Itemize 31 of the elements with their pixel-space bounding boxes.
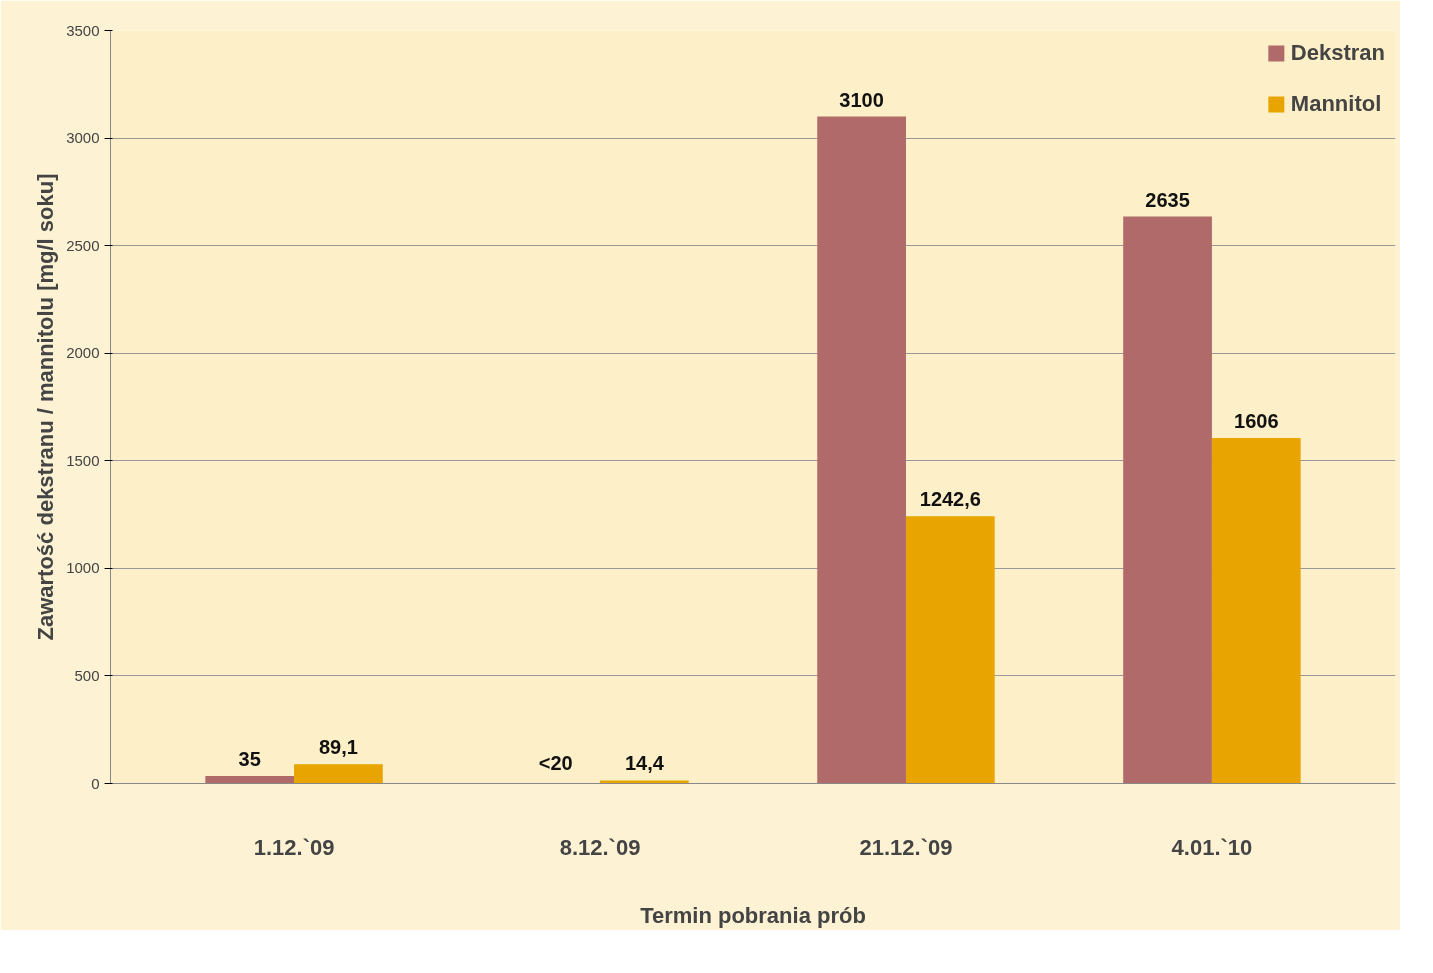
bar [817, 116, 906, 784]
bar [600, 780, 689, 784]
data-label: 35 [238, 747, 261, 770]
y-tick-label: 1000 [66, 559, 100, 577]
y-tick-label: 1500 [66, 451, 100, 469]
data-label: 2635 [1145, 188, 1190, 211]
data-label: 89,1 [318, 736, 358, 759]
bar [205, 775, 295, 784]
bar [905, 516, 995, 784]
x-axis-title: Termin pobrania prób [640, 902, 866, 928]
data-label: 1242,6 [919, 488, 981, 511]
y-tick-label: 3000 [66, 129, 100, 147]
bar [1123, 216, 1212, 784]
x-tick-label: 8.12.`09 [559, 834, 641, 860]
bar [1211, 437, 1301, 784]
y-tick-label: 500 [74, 666, 100, 684]
data-label: 14,4 [624, 752, 665, 775]
y-tick-label: 0 [91, 774, 100, 792]
data-label: 1606 [1234, 409, 1279, 432]
legend-label: Dekstran [1290, 40, 1385, 66]
y-axis-title: Zawartość dekstranu / mannitolu [mg/l soku] [33, 173, 59, 641]
data-label: 3100 [839, 88, 884, 111]
y-tick-label: 3500 [66, 21, 100, 39]
x-tick-label: 21.12.`09 [859, 834, 953, 860]
x-tick-label: 1.12.`09 [253, 834, 335, 860]
bar [294, 764, 383, 784]
y-tick-label: 2000 [66, 344, 100, 362]
legend-label: Mannitol [1290, 91, 1382, 117]
text: <20 [538, 751, 573, 774]
x-tick-label: 4.01.`10 [1171, 834, 1253, 860]
y-tick-label: 2500 [66, 236, 100, 254]
